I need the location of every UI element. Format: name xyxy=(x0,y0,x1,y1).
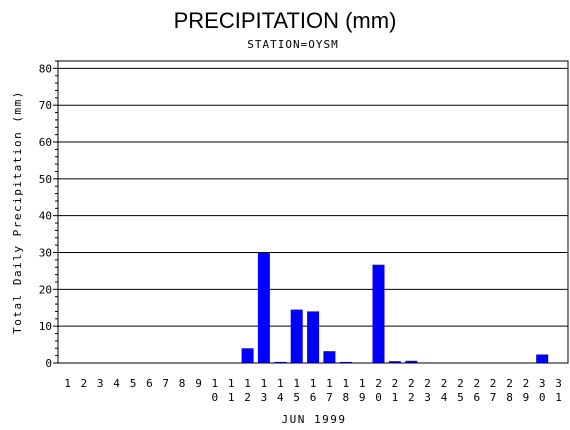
x-tick-label: 8 xyxy=(342,391,349,404)
x-tick-label: 1 xyxy=(244,377,251,390)
x-tick-label: 0 xyxy=(375,391,382,404)
x-tick-label: 1 xyxy=(261,377,268,390)
y-axis: 0 10 20 30 40 50 60 70 80 xyxy=(39,60,58,370)
bar-14 xyxy=(274,361,287,363)
x-tick-label: 2 xyxy=(392,377,399,390)
x-tick-label: 7 xyxy=(162,377,169,390)
y-tick-label: 20 xyxy=(39,283,52,296)
bar-18 xyxy=(339,361,352,363)
x-tick-label: 3 xyxy=(539,377,546,390)
x-tick-label: 3 xyxy=(555,377,562,390)
bars xyxy=(241,252,549,363)
x-tick-label: 8 xyxy=(179,377,186,390)
x-tick-label: 1 xyxy=(359,377,366,390)
x-tick-label: 9 xyxy=(523,391,530,404)
x-tick-label: 1 xyxy=(211,377,218,390)
y-tick-label: 10 xyxy=(39,320,52,333)
x-tick-label: 1 xyxy=(228,377,235,390)
x-tick-label: 6 xyxy=(473,391,480,404)
x-tick-label: 1 xyxy=(64,377,71,390)
x-tick-label: 1 xyxy=(277,377,284,390)
x-tick-label: 2 xyxy=(244,391,251,404)
x-tick-label: 2 xyxy=(523,377,530,390)
bar-15 xyxy=(290,309,303,363)
y-axis-label: Total Daily Precipitation (mm) xyxy=(11,90,24,334)
bar-12 xyxy=(241,348,254,363)
x-tick-label: 9 xyxy=(195,377,202,390)
x-tick-label: 0 xyxy=(211,391,218,404)
x-tick-label: 6 xyxy=(310,391,317,404)
bar-30 xyxy=(536,354,549,363)
bar-20 xyxy=(372,264,385,363)
x-tick-label: 2 xyxy=(473,377,480,390)
x-tick-label: 1 xyxy=(392,391,399,404)
bar-22 xyxy=(405,360,418,363)
x-tick-label: 1 xyxy=(293,377,300,390)
x-tick-label: 2 xyxy=(490,377,497,390)
x-tick-label: 1 xyxy=(555,391,562,404)
x-tick-label: 1 xyxy=(342,377,349,390)
x-tick-label: 1 xyxy=(228,391,235,404)
y-tick-label: 70 xyxy=(39,99,52,112)
x-tick-label: 3 xyxy=(424,391,431,404)
x-tick-label: 1 xyxy=(326,377,333,390)
bar-16 xyxy=(307,311,320,363)
y-tick-label: 0 xyxy=(45,357,52,370)
x-tick-label: 2 xyxy=(81,377,88,390)
y-tick-label: 60 xyxy=(39,136,52,149)
plot-frame xyxy=(57,60,569,364)
bar-13 xyxy=(257,252,270,363)
x-tick-label: 2 xyxy=(441,377,448,390)
x-tick-label: 1 xyxy=(310,377,317,390)
x-tick-label: 8 xyxy=(506,391,513,404)
y-tick-label: 40 xyxy=(39,210,52,223)
x-tick-label: 4 xyxy=(277,391,284,404)
x-tick-label: 7 xyxy=(326,391,333,404)
bar-21 xyxy=(388,361,401,363)
x-tick-label: 0 xyxy=(539,391,546,404)
x-axis-label: JUN 1999 xyxy=(282,413,347,426)
x-tick-label: 5 xyxy=(457,391,464,404)
gridlines xyxy=(58,67,568,327)
chart-title: PRECIPITATION (mm) xyxy=(174,8,397,33)
x-tick-label: 4 xyxy=(441,391,448,404)
x-tick-label: 2 xyxy=(408,377,415,390)
x-axis: 1 2 3 4 5 6 7 8 9 1011121314151617181920212223242… xyxy=(64,377,562,404)
x-tick-label: 2 xyxy=(457,377,464,390)
x-tick-label: 5 xyxy=(293,391,300,404)
x-tick-label: 2 xyxy=(424,377,431,390)
x-tick-label: 2 xyxy=(408,391,415,404)
x-tick-label: 3 xyxy=(261,391,268,404)
x-tick-label: 4 xyxy=(113,377,120,390)
x-tick-label: 2 xyxy=(375,377,382,390)
x-tick-label: 3 xyxy=(97,377,104,390)
x-tick-label: 9 xyxy=(359,391,366,404)
x-tick-label: 5 xyxy=(130,377,137,390)
bar-17 xyxy=(323,351,336,363)
y-tick-label: 30 xyxy=(39,247,52,260)
x-tick-label: 2 xyxy=(506,377,513,390)
y-tick-label: 50 xyxy=(39,173,52,186)
chart-subtitle: STATION=OYSM xyxy=(247,38,338,51)
x-tick-label: 7 xyxy=(490,391,497,404)
x-tick-label: 6 xyxy=(146,377,153,390)
y-tick-label: 80 xyxy=(39,62,52,75)
